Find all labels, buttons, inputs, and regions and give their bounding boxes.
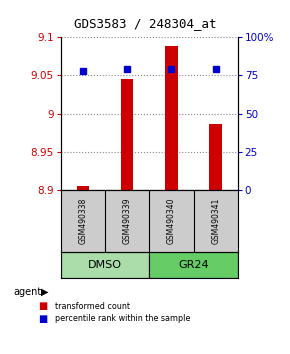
Text: percentile rank within the sample: percentile rank within the sample [55,314,191,323]
Text: agent: agent [13,287,41,297]
Bar [209,125,222,190]
Text: ▶: ▶ [41,287,49,297]
Text: ■: ■ [38,301,47,311]
Text: ■: ■ [38,314,47,324]
Text: GDS3583 / 248304_at: GDS3583 / 248304_at [74,17,216,30]
Bar [61,252,149,278]
Bar [77,186,89,190]
Text: GR24: GR24 [178,260,209,270]
Text: GSM490340: GSM490340 [167,198,176,244]
Text: GSM490338: GSM490338 [79,198,88,244]
Text: GSM490339: GSM490339 [123,198,132,244]
Text: transformed count: transformed count [55,302,130,311]
Bar [149,252,238,278]
Text: GSM490341: GSM490341 [211,198,220,244]
Text: DMSO: DMSO [88,260,122,270]
Bar [121,79,133,190]
Bar [165,46,178,190]
